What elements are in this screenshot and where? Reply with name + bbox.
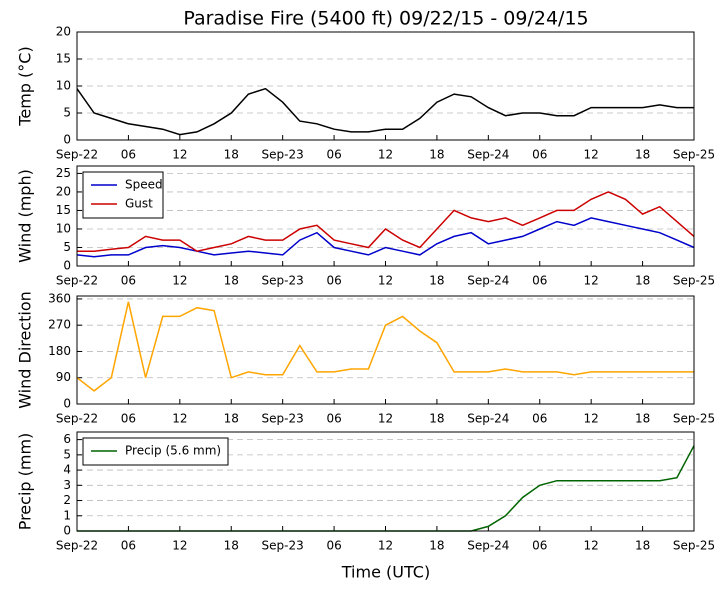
x-tick-label: Sep-23 <box>262 148 304 162</box>
x-tick-label: 12 <box>584 274 599 288</box>
x-tick-label: Sep-25 <box>673 539 715 553</box>
x-tick-label: Sep-22 <box>56 412 98 426</box>
y-tick-label: 20 <box>56 25 71 39</box>
y-tick-label: 360 <box>48 291 71 305</box>
y-tick-label: 5 <box>63 106 71 120</box>
x-tick-label: 06 <box>121 412 136 426</box>
x-tick-label: 18 <box>224 148 239 162</box>
x-axis-label: Time (UTC) <box>341 563 430 582</box>
data-line <box>77 191 695 252</box>
legend-label: Precip (5.6 mm) <box>125 444 221 458</box>
x-tick-label: Sep-23 <box>262 412 304 426</box>
plot-frame <box>76 31 695 141</box>
legend-box <box>82 171 164 219</box>
y-tick-label: 4 <box>63 463 71 477</box>
x-tick-label: Sep-25 <box>673 148 715 162</box>
y-tick-label: 90 <box>56 370 71 384</box>
x-tick-label: 06 <box>532 539 547 553</box>
x-tick-label: Sep-24 <box>467 274 509 288</box>
y-tick-label: 0 <box>63 524 71 538</box>
y-tick-label: 10 <box>56 221 71 235</box>
plot-frame <box>76 165 695 267</box>
x-tick-label: 06 <box>326 412 341 426</box>
y-tick-label: 270 <box>48 318 71 332</box>
x-tick-label: 06 <box>326 539 341 553</box>
data-line <box>76 217 695 258</box>
x-tick-label: 12 <box>584 539 599 553</box>
x-tick-label: 18 <box>429 412 444 426</box>
x-tick-label: Sep-24 <box>467 148 509 162</box>
y-tick-label: 0 <box>63 259 71 273</box>
y-tick-label: 15 <box>56 52 71 66</box>
x-tick-label: 18 <box>635 148 650 162</box>
x-tick-label: 06 <box>121 148 136 162</box>
x-tick-label: 18 <box>635 412 650 426</box>
x-tick-label: 18 <box>224 412 239 426</box>
x-tick-label: Sep-25 <box>673 412 715 426</box>
y-tick-label: 2 <box>63 493 71 507</box>
x-tick-label: Sep-23 <box>262 274 304 288</box>
y-tick-label: 0 <box>63 397 71 411</box>
y-tick-label: 3 <box>63 478 71 492</box>
x-tick-label: 12 <box>378 148 393 162</box>
chart-title: Paradise Fire (5400 ft) 09/22/15 - 09/24… <box>183 8 588 30</box>
x-tick-label: Sep-25 <box>673 274 715 288</box>
legend-label: Gust <box>125 197 153 211</box>
y-axis-label: Temp (°C) <box>16 46 35 126</box>
x-tick-label: 18 <box>224 274 239 288</box>
y-tick-label: 10 <box>56 79 71 93</box>
y-tick-label: 180 <box>48 344 71 358</box>
x-tick-label: Sep-23 <box>262 539 304 553</box>
y-tick-label: 6 <box>63 432 71 446</box>
x-tick-label: 12 <box>172 148 187 162</box>
x-tick-label: 06 <box>532 274 547 288</box>
y-axis-label: Wind (mph) <box>16 169 35 263</box>
x-tick-label: 06 <box>121 274 136 288</box>
y-tick-label: 0 <box>63 133 71 147</box>
x-tick-label: 12 <box>378 539 393 553</box>
y-tick-label: 25 <box>56 166 71 180</box>
x-tick-label: 12 <box>378 412 393 426</box>
x-tick-label: 12 <box>378 274 393 288</box>
x-tick-label: 06 <box>326 148 341 162</box>
x-tick-label: Sep-22 <box>56 539 98 553</box>
y-tick-label: 20 <box>56 184 71 198</box>
x-tick-label: 18 <box>429 539 444 553</box>
y-tick-label: 5 <box>63 240 71 254</box>
x-tick-label: 12 <box>584 412 599 426</box>
plot-frame <box>76 431 695 532</box>
x-tick-label: Sep-22 <box>56 274 98 288</box>
x-tick-label: 18 <box>429 274 444 288</box>
data-line <box>76 301 694 392</box>
x-tick-label: Sep-24 <box>467 539 509 553</box>
y-tick-label: 15 <box>56 203 71 217</box>
x-tick-label: 06 <box>532 148 547 162</box>
x-tick-label: 12 <box>172 274 187 288</box>
legend-label: Speed <box>125 178 163 192</box>
data-line <box>76 87 694 136</box>
x-tick-label: 18 <box>635 274 650 288</box>
x-tick-label: 06 <box>121 539 136 553</box>
x-tick-label: Sep-24 <box>467 412 509 426</box>
x-tick-label: 12 <box>172 539 187 553</box>
y-axis-label: Precip (mm) <box>16 433 35 531</box>
y-axis-label: Wind Direction <box>16 291 35 409</box>
x-tick-label: 18 <box>224 539 239 553</box>
x-tick-label: 12 <box>584 148 599 162</box>
x-tick-label: 18 <box>429 148 444 162</box>
y-tick-label: 1 <box>63 508 71 522</box>
x-tick-label: 12 <box>172 412 187 426</box>
x-tick-label: Sep-22 <box>56 148 98 162</box>
plot-frame <box>76 295 695 405</box>
x-tick-label: 18 <box>635 539 650 553</box>
y-tick-label: 5 <box>63 447 71 461</box>
x-tick-label: 06 <box>326 274 341 288</box>
x-tick-label: 06 <box>532 412 547 426</box>
